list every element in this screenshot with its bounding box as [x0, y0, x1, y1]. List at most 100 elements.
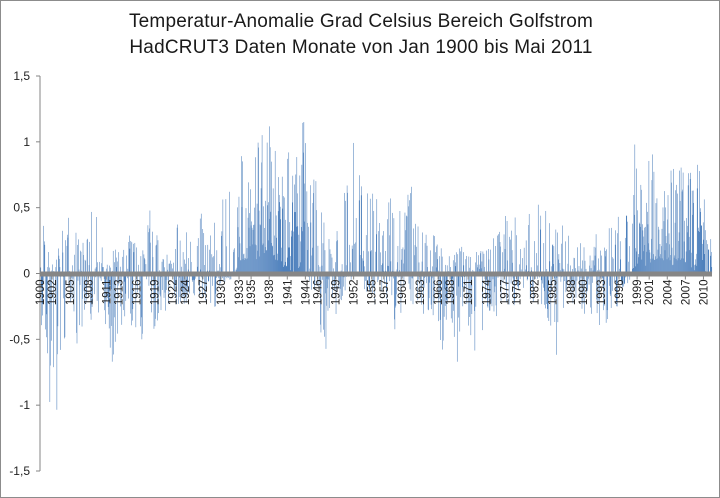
- data-bar: [118, 273, 120, 284]
- data-bar: [120, 273, 122, 307]
- data-bar: [661, 246, 662, 274]
- data-bar: [444, 273, 445, 289]
- data-bar: [489, 273, 491, 311]
- data-bar: [675, 258, 677, 274]
- data-bar: [695, 265, 697, 274]
- data-bar: [430, 250, 431, 274]
- data-bar: [100, 273, 102, 281]
- data-bar: [367, 273, 369, 287]
- data-bar: [539, 229, 541, 274]
- x-tick-label: 1952: [349, 280, 361, 306]
- data-bar: [490, 273, 492, 304]
- data-bar: [394, 273, 396, 330]
- data-bar: [696, 253, 697, 274]
- data-bar: [442, 273, 443, 350]
- data-bar: [443, 273, 445, 317]
- data-bar: [376, 234, 377, 274]
- data-bar: [167, 273, 169, 281]
- data-bar: [155, 245, 157, 274]
- data-bar: [345, 200, 346, 274]
- data-bar: [447, 273, 448, 303]
- data-bar: [238, 196, 240, 274]
- data-bar: [233, 252, 234, 274]
- data-bar: [591, 273, 592, 314]
- data-bar: [159, 273, 161, 295]
- data-bar: [291, 236, 293, 274]
- data-bar: [465, 259, 467, 274]
- data-bar: [101, 247, 103, 274]
- data-bar: [302, 122, 304, 274]
- data-bar: [283, 197, 285, 274]
- data-bar: [67, 237, 69, 274]
- data-bar: [257, 250, 258, 274]
- data-bar: [646, 202, 647, 274]
- data-bar: [285, 219, 287, 274]
- data-bar: [301, 226, 302, 274]
- data-bar: [499, 231, 500, 274]
- data-bar: [246, 259, 247, 274]
- data-bar: [626, 215, 628, 274]
- data-bar: [423, 273, 424, 314]
- data-bar: [649, 249, 650, 274]
- data-bar: [383, 231, 384, 274]
- data-bar: [317, 245, 319, 274]
- data-bar: [540, 273, 542, 281]
- data-bar: [677, 193, 678, 274]
- data-bar: [369, 198, 371, 274]
- data-bar: [570, 273, 572, 295]
- data-bar: [487, 273, 489, 308]
- data-bar: [315, 181, 317, 274]
- data-bar: [567, 263, 569, 274]
- data-bar: [251, 227, 253, 274]
- data-bar: [559, 263, 561, 274]
- y-tick-label: 1,5: [13, 69, 30, 83]
- data-bar: [466, 255, 467, 274]
- x-tick-label: 2010: [698, 280, 710, 306]
- data-bar: [571, 273, 573, 283]
- data-bar: [636, 251, 638, 274]
- data-bar: [297, 193, 298, 274]
- data-bar: [666, 259, 668, 274]
- data-bar: [498, 234, 499, 274]
- data-bar: [430, 273, 432, 305]
- data-bar: [632, 223, 633, 274]
- data-bar: [377, 273, 379, 283]
- data-bar: [99, 261, 100, 274]
- data-bar: [214, 222, 215, 274]
- data-bar: [402, 247, 404, 274]
- data-bar: [475, 273, 477, 307]
- data-bar: [295, 212, 296, 274]
- data-bar: [287, 247, 289, 274]
- data-bar: [115, 257, 117, 274]
- data-bar: [506, 220, 508, 274]
- data-bar: [177, 224, 178, 274]
- data-bar: [487, 273, 488, 307]
- data-bar: [517, 273, 519, 287]
- data-bar: [603, 273, 604, 311]
- data-bar: [677, 258, 679, 274]
- data-bar: [136, 247, 137, 274]
- data-bar: [385, 250, 386, 274]
- data-bar: [185, 263, 186, 274]
- y-tick-label: 1: [23, 135, 30, 149]
- data-bar: [584, 273, 585, 314]
- data-bar: [257, 142, 259, 274]
- data-bar: [184, 259, 185, 274]
- data-bar: [175, 273, 177, 291]
- data-bar: [226, 246, 227, 274]
- x-tick-label: 1996: [614, 280, 626, 306]
- data-bar: [697, 227, 699, 274]
- data-bar: [316, 210, 317, 274]
- data-bar: [558, 254, 560, 274]
- data-bar: [77, 273, 79, 281]
- data-bar: [542, 273, 544, 284]
- data-bar: [683, 241, 685, 274]
- data-bar: [409, 273, 411, 290]
- data-bar: [289, 222, 291, 274]
- data-bar: [266, 142, 268, 274]
- data-bar: [318, 265, 319, 274]
- data-bar: [139, 273, 141, 299]
- data-bar: [688, 236, 690, 274]
- data-bar: [122, 256, 124, 274]
- data-bar: [330, 253, 332, 274]
